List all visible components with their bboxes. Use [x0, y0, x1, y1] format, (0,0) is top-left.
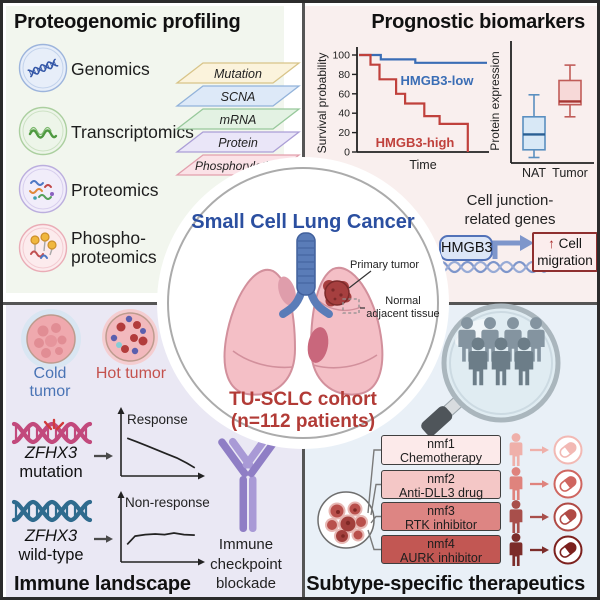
svg-text:Tumor: Tumor — [552, 166, 588, 180]
omics-label-proteomics: Proteomics — [71, 180, 159, 200]
zfhx3-wildtype-dna-icon — [9, 493, 95, 529]
icb-label: Immune checkpoint blockade — [210, 536, 282, 592]
svg-text:20: 20 — [338, 127, 350, 139]
omics-icons — [18, 43, 68, 273]
cohort-line2: (n=112 patients) — [230, 411, 376, 432]
response-label: Response — [127, 412, 188, 427]
response-mini-plot — [117, 407, 205, 480]
zfhx3-wildtype-word: wild-type — [18, 546, 84, 564]
layer-scna: SCNA — [175, 85, 301, 107]
transcriptomics-icon — [18, 106, 68, 156]
antibody-icon — [218, 437, 278, 532]
omics-layer-stack: Mutation SCNA mRNA Protein Phosphorylati… — [175, 62, 301, 176]
subtype-connectors — [367, 449, 381, 551]
box-series — [522, 64, 582, 159]
hmgb3-gene-box: HMGB3 — [439, 235, 493, 261]
protein-box-plot: Protein expression NAT Tumor — [488, 41, 594, 180]
svg-text:NAT: NAT — [522, 166, 546, 180]
omics-label-transcriptomics: Transcriptomics — [71, 122, 194, 142]
cold-tumor-label: Cold tumor — [29, 365, 71, 400]
cell-migration-text: Cell migration — [537, 236, 593, 268]
nmf1-name: nmf1 — [427, 437, 455, 451]
nmf2-box: nmf2 Anti-DLL3 drug — [381, 470, 501, 500]
svg-text:80: 80 — [338, 69, 350, 81]
nmf4-name: nmf4 — [427, 537, 455, 551]
title-immune-landscape: Immune landscape — [14, 573, 191, 595]
cell-migration-box: ↑ Cell migration — [532, 232, 597, 272]
km-legend-low: HMGB3-low — [401, 73, 475, 88]
genomics-icon — [18, 43, 68, 93]
cold-tumor-icon — [21, 309, 81, 369]
km-curve-low — [359, 53, 487, 64]
title-prognostic-biomarkers: Prognostic biomarkers — [371, 11, 585, 33]
nmf4-box: nmf4 AURK inhibitor — [381, 535, 501, 565]
svg-text:Mutation: Mutation — [214, 67, 262, 81]
hot-tumor-label: Hot tumor — [95, 365, 167, 382]
phosphoproteomics-icon — [18, 223, 68, 273]
km-survival-plot: 0 20 40 60 80 100 Survival probability T… — [315, 47, 489, 172]
nmf3-box: nmf3 RTK inhibitor — [381, 502, 501, 532]
medallion-circle — [167, 167, 439, 439]
km-ylabel: Survival probability — [315, 53, 329, 154]
zfhx3-wildtype-gene: ZFHX3 — [24, 527, 78, 545]
nat-dashed-box — [342, 298, 360, 314]
nmf1-box: nmf1 Chemotherapy — [381, 435, 501, 465]
transcription-arrow-icon — [492, 235, 534, 259]
svg-text:SCNA: SCNA — [221, 90, 256, 104]
layer-mutation: Mutation — [175, 62, 301, 84]
magnifier-cohort-icon — [421, 303, 561, 437]
tumor-icons — [21, 309, 158, 369]
primary-tumor-label: Primary tumor — [350, 259, 420, 271]
nonresponse-mini-plot — [117, 491, 205, 566]
cohort-line1: TU-SCLC cohort — [229, 389, 377, 410]
title-subtype-therapeutics: Subtype-specific therapeutics — [306, 573, 585, 595]
nmf2-therapy: Anti-DLL3 drug — [398, 486, 484, 500]
title-proteogenomic-profiling: Proteogenomic profiling — [14, 11, 241, 33]
box-ylabel: Protein expression — [488, 51, 502, 150]
subtype-pill-icons — [553, 435, 583, 565]
omics-label-phosphoproteomics: Phospho- proteomics — [71, 228, 157, 267]
svg-text:100: 100 — [332, 50, 350, 62]
svg-text:40: 40 — [338, 108, 350, 120]
layer-protein: Protein — [175, 131, 301, 153]
cell-junction-note: Cell junction- related genes — [464, 192, 556, 228]
tumor-cluster-icon — [317, 491, 375, 549]
km-legend-high: HMGB3-high — [376, 135, 455, 150]
sclc-title: Small Cell Lung Cancer — [191, 211, 415, 233]
nmf4-therapy: AURK inhibitor — [400, 551, 482, 565]
km-ticks — [352, 54, 357, 153]
nmf3-name: nmf3 — [427, 504, 455, 518]
zfhx3-mutation-gene: ZFHX3 — [24, 444, 78, 462]
up-arrow-icon: ↑ — [548, 236, 555, 251]
svg-text:mRNA: mRNA — [220, 113, 257, 127]
nmf2-name: nmf2 — [427, 472, 455, 486]
svg-text:0: 0 — [344, 147, 350, 159]
hot-tumor-icon — [102, 309, 158, 365]
nonresponse-label: Non-response — [125, 495, 210, 510]
nat-label: Normal adjacent tissue — [366, 295, 440, 321]
lungs-icon — [223, 232, 384, 396]
omics-label-genomics: Genomics — [71, 59, 150, 79]
zfhx3-mutation-word: mutation — [19, 463, 83, 481]
lungs-illustration — [223, 232, 384, 396]
km-curve-high — [359, 53, 469, 152]
layer-mrna: mRNA — [175, 108, 301, 130]
nmf1-therapy: Chemotherapy — [400, 451, 482, 465]
trachea-ribs — [298, 240, 314, 284]
svg-text:60: 60 — [338, 88, 350, 100]
proteomics-icon — [18, 164, 68, 214]
km-xlabel: Time — [409, 158, 436, 172]
svg-text:Protein: Protein — [218, 136, 258, 150]
nmf3-therapy: RTK inhibitor — [404, 518, 478, 532]
zfhx3-mutant-dna-icon — [9, 418, 95, 449]
primary-tumor-pointer — [348, 270, 372, 289]
